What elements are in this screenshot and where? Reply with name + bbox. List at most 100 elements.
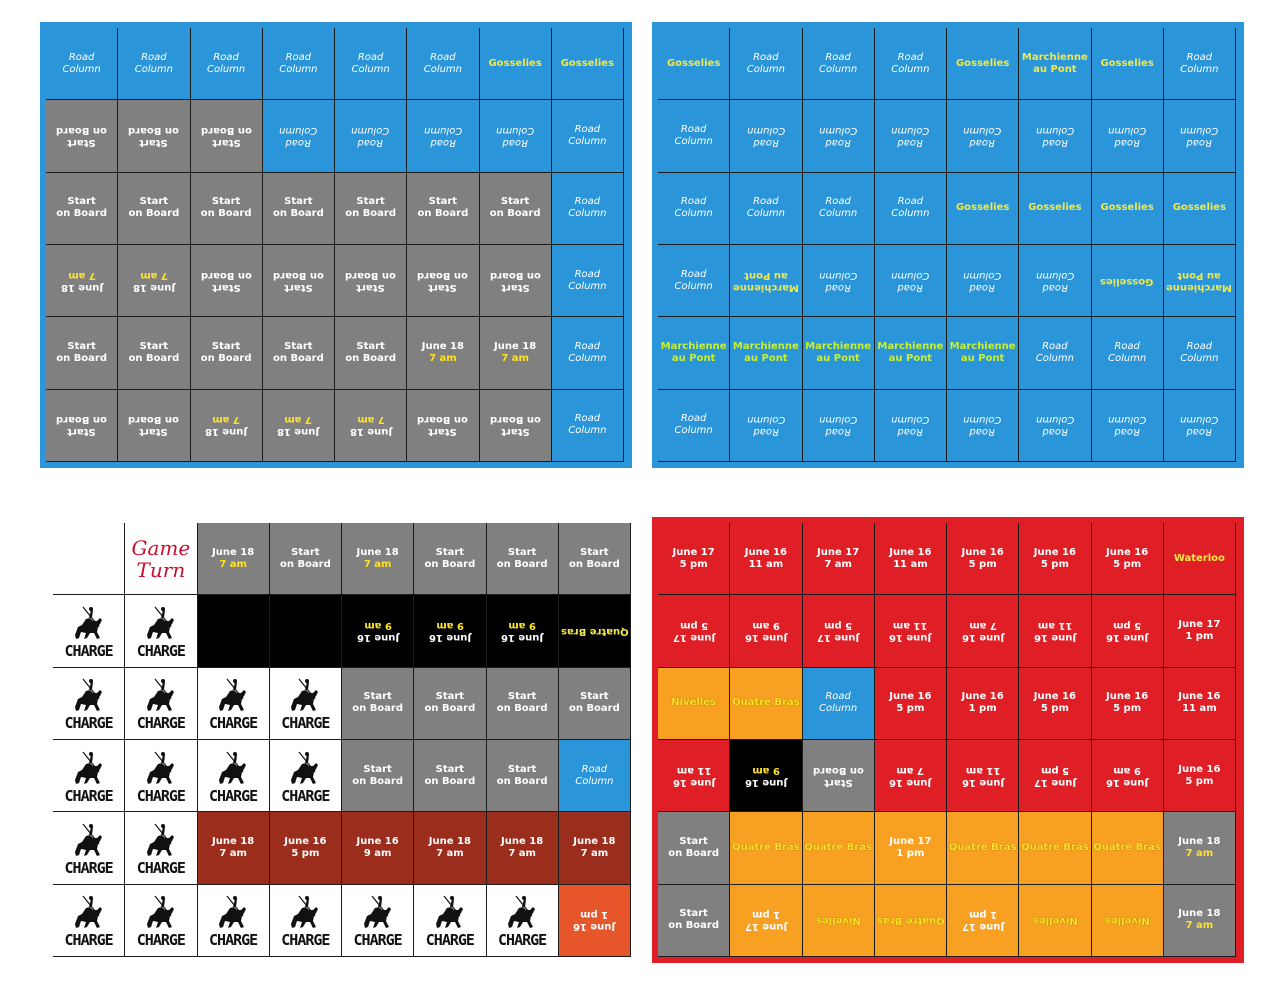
counter-road-column[interactable]: Road Column <box>551 100 624 173</box>
counter-road-column[interactable]: Road Column <box>551 172 624 245</box>
counter-road-column[interactable]: Road Column <box>658 172 731 245</box>
counter-road-column[interactable]: Road Column <box>407 100 480 173</box>
counter-june-16-11-am[interactable]: June 16 11 am <box>874 595 947 668</box>
counter-road-column[interactable]: Road Column <box>335 100 408 173</box>
counter-marchienne-au-pont[interactable]: Marchienne au Pont <box>802 317 875 390</box>
counter-start-on-board[interactable]: Start on Board <box>190 245 263 318</box>
counter-june-17-7-am[interactable]: June 17 7 am <box>802 523 875 596</box>
counter-june-18-7-am[interactable]: June 18 7 am <box>1163 884 1236 957</box>
counter-road-column[interactable]: Road Column <box>1163 317 1236 390</box>
counter-marchienne-au-pont[interactable]: Marchienne au Pont <box>730 317 803 390</box>
counter-june-16-11-am[interactable]: June 16 11 am <box>947 740 1020 813</box>
charge-counter[interactable]: CHARGE <box>125 884 198 957</box>
counter-road-column[interactable]: Road Column <box>947 100 1020 173</box>
counter-june-16-1-pm[interactable]: June 16 1 pm <box>947 667 1020 740</box>
counter-june-16-5-pm[interactable]: June 16 5 pm <box>1091 595 1164 668</box>
counter-start-on-board[interactable]: Start on Board <box>262 245 335 318</box>
counter-june-18-7-am[interactable]: June 18 7 am <box>197 812 270 885</box>
counter-june-16-5-pm[interactable]: June 16 5 pm <box>1163 740 1236 813</box>
counter-june-18-7-am[interactable]: June 18 7 am <box>1163 812 1236 885</box>
counter-start-on-board[interactable]: Start on Board <box>486 740 559 813</box>
counter-road-column[interactable]: Road Column <box>1163 100 1236 173</box>
counter-start-on-board[interactable]: Start on Board <box>262 317 335 390</box>
counter-start-on-board[interactable]: Start on Board <box>335 317 408 390</box>
counter-start-on-board[interactable]: Start on Board <box>558 667 631 740</box>
counter-start-on-board[interactable]: Start on Board <box>46 317 119 390</box>
counter-start-on-board[interactable]: Start on Board <box>407 245 480 318</box>
counter-june-16-7-am[interactable]: June 16 7 am <box>874 740 947 813</box>
counter-gosselies[interactable]: Gosselies <box>1019 172 1092 245</box>
counter-blank[interactable] <box>53 523 126 596</box>
charge-counter[interactable]: CHARGE <box>197 740 270 813</box>
counter-road-column[interactable]: Road Column <box>1163 389 1236 462</box>
counter-road-column[interactable]: Road Column <box>551 389 624 462</box>
counter-start-on-board[interactable]: Start on Board <box>407 389 480 462</box>
counter-june-16-9-am[interactable]: June 16 9 am <box>414 595 487 668</box>
counter-start-on-board[interactable]: Start on Board <box>658 812 731 885</box>
counter-road-column[interactable]: Road Column <box>874 172 947 245</box>
counter-gosselies[interactable]: Gosselies <box>947 28 1020 101</box>
counter-start-on-board[interactable]: Start on Board <box>46 172 119 245</box>
counter-june-17-5-pm[interactable]: June 17 5 pm <box>802 595 875 668</box>
counter-start-on-board[interactable]: Start on Board <box>335 172 408 245</box>
counter-start-on-board[interactable]: Start on Board <box>46 389 119 462</box>
counter-road-column[interactable]: Road Column <box>479 100 552 173</box>
counter-road-column[interactable]: Road Column <box>730 389 803 462</box>
counter-road-column[interactable]: Road Column <box>551 245 624 318</box>
counter-june-18-7-am[interactable]: June 18 7 am <box>335 389 408 462</box>
counter-june-17-1-pm[interactable]: June 17 1 pm <box>947 884 1020 957</box>
counter-start-on-board[interactable]: Start on Board <box>190 317 263 390</box>
counter-road-column[interactable]: Road Column <box>658 245 731 318</box>
counter-marchienne-au-pont[interactable]: Marchienne au Pont <box>1163 245 1236 318</box>
counter-start-on-board[interactable]: Start on Board <box>335 245 408 318</box>
counter-june-18-7-am[interactable]: June 18 7 am <box>407 317 480 390</box>
counter-road-column[interactable]: Road Column <box>874 28 947 101</box>
counter-june-18-7-am[interactable]: June 18 7 am <box>190 389 263 462</box>
counter-road-column[interactable]: Road Column <box>335 28 408 101</box>
counter-road-column[interactable]: Road Column <box>1091 100 1164 173</box>
counter-gosselies[interactable]: Gosselies <box>479 28 552 101</box>
charge-counter[interactable]: CHARGE <box>197 884 270 957</box>
counter-start-on-board[interactable]: Start on Board <box>802 740 875 813</box>
counter-june-18-7-am[interactable]: June 18 7 am <box>558 812 631 885</box>
counter-road-column[interactable]: Road Column <box>190 28 263 101</box>
counter-june-16-5-pm[interactable]: June 16 5 pm <box>1019 667 1092 740</box>
counter-blank[interactable] <box>269 595 342 668</box>
counter-gosselies[interactable]: Gosselies <box>1091 245 1164 318</box>
counter-june-18-7-am[interactable]: June 18 7 am <box>414 812 487 885</box>
counter-start-on-board[interactable]: Start on Board <box>414 740 487 813</box>
counter-june-16-11-am[interactable]: June 16 11 am <box>1163 667 1236 740</box>
counter-june-16-7-am[interactable]: June 16 7 am <box>947 595 1020 668</box>
counter-road-column[interactable]: Road Column <box>262 100 335 173</box>
counter-road-column[interactable]: Road Column <box>947 389 1020 462</box>
counter-road-column[interactable]: Road Column <box>558 740 631 813</box>
charge-counter[interactable]: CHARGE <box>53 667 126 740</box>
counter-start-on-board[interactable]: Start on Board <box>342 740 415 813</box>
counter-start-on-board[interactable]: Start on Board <box>118 100 191 173</box>
charge-counter[interactable]: CHARGE <box>269 667 342 740</box>
counter-quatre-bras[interactable]: Quatre Bras <box>947 812 1020 885</box>
counter-june-16-5-pm[interactable]: June 16 5 pm <box>1091 667 1164 740</box>
counter-road-column[interactable]: Road Column <box>407 28 480 101</box>
counter-gosselies[interactable]: Gosselies <box>947 172 1020 245</box>
counter-june-18-7-am[interactable]: June 18 7 am <box>46 245 119 318</box>
counter-june-17-1-pm[interactable]: June 17 1 pm <box>874 812 947 885</box>
counter-june-17-1-pm[interactable]: June 17 1 pm <box>1163 595 1236 668</box>
counter-start-on-board[interactable]: Start on Board <box>269 523 342 596</box>
counter-june-18-7-am[interactable]: June 18 7 am <box>342 523 415 596</box>
counter-start-on-board[interactable]: Start on Board <box>118 389 191 462</box>
counter-june-16-5-pm[interactable]: June 16 5 pm <box>1019 523 1092 596</box>
counter-june-17-5-pm[interactable]: June 17 5 pm <box>658 595 731 668</box>
counter-game-turn[interactable]: Game Turn <box>125 523 198 596</box>
charge-counter[interactable]: CHARGE <box>414 884 487 957</box>
counter-road-column[interactable]: Road Column <box>802 667 875 740</box>
counter-road-column[interactable]: Road Column <box>262 28 335 101</box>
counter-june-16-11-am[interactable]: June 16 11 am <box>874 523 947 596</box>
counter-start-on-board[interactable]: Start on Board <box>262 172 335 245</box>
counter-road-column[interactable]: Road Column <box>1091 389 1164 462</box>
counter-june-16-5-pm[interactable]: June 16 5 pm <box>874 667 947 740</box>
counter-start-on-board[interactable]: Start on Board <box>479 389 552 462</box>
counter-road-column[interactable]: Road Column <box>947 245 1020 318</box>
counter-road-column[interactable]: Road Column <box>730 172 803 245</box>
counter-road-column[interactable]: Road Column <box>658 100 731 173</box>
